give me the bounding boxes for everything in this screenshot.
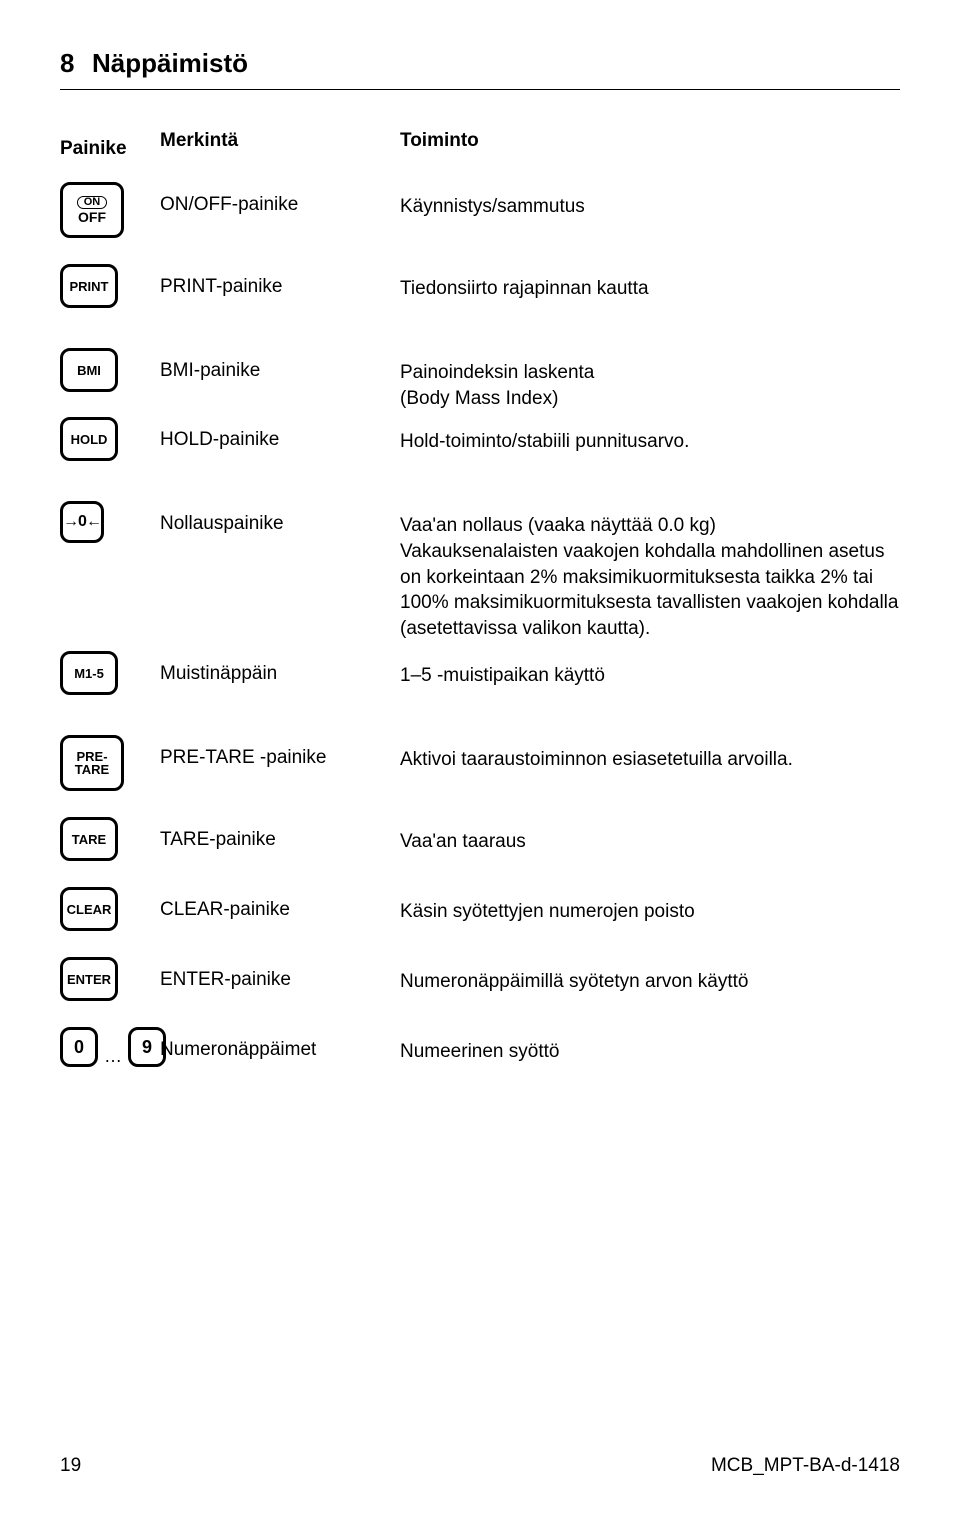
button-name: CLEAR-painike [160,887,400,921]
table-row: 0…9NumeronäppäimetNumeerinen syöttö [60,1027,900,1067]
ellipsis-icon: … [104,1046,122,1067]
key-icon-cell: CLEAR [60,887,160,931]
table-row: →0← NollauspainikeVaa'an nollaus (vaaka n… [60,501,900,641]
button-name: PRE-TARE -painike [160,735,400,769]
table-row: M1-5 Muistinäppäin1–5 -muistipaikan käytt… [60,651,900,695]
heading-rule [60,89,900,90]
key-icon: →0← [60,501,104,543]
key-icon-cell: BMI [60,348,160,392]
key-icon: PRE-TARE [60,735,124,791]
button-description: Painoindeksin laskenta(Body Mass Index) [400,348,900,411]
button-description: Vaa'an nollaus (vaaka näyttää 0.0 kg)Vak… [400,501,900,641]
page-number: 19 [60,1455,81,1477]
table-row: PRINT PRINT-painikeTiedonsiirto rajapinna… [60,264,900,308]
button-name: Muistinäppäin [160,651,400,685]
button-name: ON/OFF-painike [160,182,400,216]
key-icon: CLEAR [60,887,118,931]
doc-id: MCB_MPT-BA-d-1418 [711,1455,900,1477]
button-description: Numeronäppäimillä syötetyn arvon käyttö [400,957,900,995]
table-row: BMI BMI-painikePainoindeksin laskenta(Bod… [60,348,900,411]
page-footer: 19 MCB_MPT-BA-d-1418 [60,1455,900,1477]
heading-title: Näppäimistö [92,48,248,79]
col-header-toiminto: Toiminto [400,130,900,152]
key-icon-cell: M1-5 [60,651,160,695]
table-row: PRE-TARE PRE-TARE -painikeAktivoi taaraus… [60,735,900,791]
col-header-merkinta: Merkintä [160,130,400,152]
key-icon-cell: →0← [60,501,160,543]
button-description: Käynnistys/sammutus [400,182,900,220]
key-icon-cell: PRINT [60,264,160,308]
key-icon-cell: TARE [60,817,160,861]
button-description: Tiedonsiirto rajapinnan kautta [400,264,900,302]
table-row: TARE TARE-painikeVaa'an taaraus [60,817,900,861]
button-name: ENTER-painike [160,957,400,991]
col-header-painike: Painike [60,138,127,160]
button-description: Aktivoi taaraustoiminnon esiasetetuilla … [400,735,900,773]
button-name: PRINT-painike [160,264,400,298]
key-icon-cell: ENTER [60,957,160,1001]
key-icon: HOLD [60,417,118,461]
button-name: Nollauspainike [160,501,400,535]
key-icon-cell: PRE-TARE [60,735,160,791]
heading-number: 8 [60,48,92,79]
rows-container: ONOFF ON/OFF-painikeKäynnistys/sammutus PR… [60,182,900,1067]
key-icon-cell: ONOFF [60,182,160,238]
table-header: Merkintä Toiminto [160,130,900,152]
button-name: BMI-painike [160,348,400,382]
table-row: ENTER ENTER-painikeNumeronäppäimillä syöt… [60,957,900,1001]
button-description: Vaa'an taaraus [400,817,900,855]
table-row: CLEAR CLEAR-painikeKäsin syötettyjen nume… [60,887,900,931]
key-icon-cell: HOLD [60,417,160,461]
button-name: TARE-painike [160,817,400,851]
key-icon-cell: 0…9 [60,1027,160,1067]
key-icon: PRINT [60,264,118,308]
table-row: ONOFF ON/OFF-painikeKäynnistys/sammutus [60,182,900,238]
key-icon: ENTER [60,957,118,1001]
table-row: HOLD HOLD-painikeHold-toiminto/stabiili p… [60,417,900,461]
key-icon: ONOFF [60,182,124,238]
button-description: Hold-toiminto/stabiili punnitusarvo. [400,417,900,455]
button-name: HOLD-painike [160,417,400,451]
button-description: Numeerinen syöttö [400,1027,900,1065]
key-icon: BMI [60,348,118,392]
key-icon: M1-5 [60,651,118,695]
section-heading: 8 Näppäimistö [60,48,900,79]
on-pill: ON [77,196,108,209]
button-name: Numeronäppäimet [160,1027,400,1061]
key-0-icon: 0 [60,1027,98,1067]
button-description: Käsin syötettyjen numerojen poisto [400,887,900,925]
key-icon: TARE [60,817,118,861]
numeric-keys-group: 0…9 [60,1027,166,1067]
button-description: 1–5 -muistipaikan käyttö [400,651,900,689]
